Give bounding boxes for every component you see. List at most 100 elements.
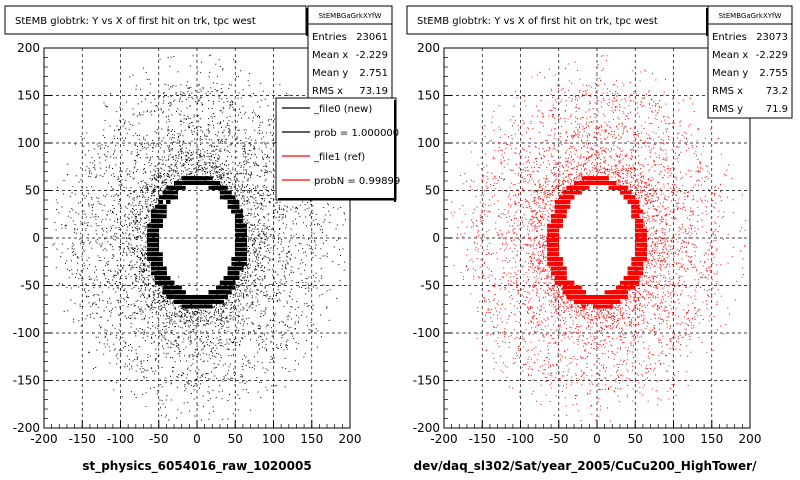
scatter-point [107, 339, 109, 341]
scatter-point [148, 266, 150, 268]
scatter-point [166, 276, 171, 280]
scatter-point [229, 288, 231, 290]
scatter-point [80, 223, 82, 225]
scatter-point [188, 93, 190, 95]
scatter-point [158, 271, 163, 276]
scatter-point [132, 226, 133, 228]
scatter-point [282, 321, 284, 323]
scatter-point [170, 399, 172, 401]
scatter-point [168, 109, 170, 111]
scatter-point [157, 317, 159, 319]
scatter-point [166, 195, 171, 200]
scatter-point [220, 315, 222, 317]
scatter-point [313, 286, 314, 288]
scatter-point [259, 106, 261, 108]
scatter-point [110, 315, 112, 317]
scatter-point [258, 247, 260, 249]
scatter-point [298, 249, 300, 251]
scatter-point [257, 277, 258, 279]
scatter-point [252, 120, 254, 122]
scatter-point [308, 245, 310, 247]
scatter-point [257, 299, 259, 301]
scatter-point [279, 228, 281, 229]
scatter-point [227, 200, 232, 204]
scatter-point [333, 246, 335, 248]
scatter-point [260, 270, 262, 271]
scatter-point [254, 154, 256, 156]
scatter-point [126, 224, 127, 225]
scatter-point [206, 341, 208, 343]
scatter-point [143, 164, 145, 165]
scatter-point [136, 151, 138, 153]
scatter-point [253, 162, 254, 164]
scatter-point [198, 160, 199, 162]
scatter-point [316, 237, 318, 239]
scatter-point [312, 220, 314, 222]
scatter-point [239, 214, 244, 219]
scatter-point [144, 146, 146, 148]
scatter-point [129, 222, 131, 224]
scatter-point [203, 324, 204, 326]
scatter-point [70, 260, 72, 262]
scatter-point [239, 161, 241, 163]
scatter-point [163, 169, 165, 171]
scatter-point [55, 229, 57, 231]
scatter-point [162, 209, 167, 214]
scatter-point [93, 160, 95, 162]
scatter-point [209, 345, 210, 347]
scatter-point [242, 276, 244, 278]
scatter-point [149, 83, 151, 85]
scatter-point [101, 144, 103, 146]
scatter-point [203, 315, 205, 317]
scatter-point [250, 176, 251, 178]
scatter-point [189, 354, 191, 356]
scatter-point [238, 330, 239, 332]
scatter-point [264, 347, 266, 349]
scatter-point [154, 280, 159, 285]
scatter-point [122, 305, 124, 306]
scatter-point [143, 185, 145, 187]
scatter-point [170, 285, 175, 290]
scatter-point [250, 213, 252, 215]
scatter-point [138, 138, 140, 140]
scatter-point [260, 238, 262, 239]
scatter-point [66, 286, 68, 288]
scatter-point [165, 308, 166, 310]
scatter-point [93, 287, 95, 289]
scatter-point [289, 291, 291, 293]
scatter-point [186, 320, 188, 322]
scatter-point [143, 333, 145, 335]
scatter-point [215, 356, 217, 358]
scatter-point [160, 167, 162, 169]
scatter-point [240, 279, 242, 281]
scatter-point [162, 195, 167, 200]
scatter-point [128, 304, 129, 305]
scatter-point [118, 269, 120, 271]
scatter-point [208, 418, 210, 420]
scatter-point [213, 306, 215, 308]
scatter-point [270, 188, 272, 190]
scatter-point [234, 299, 236, 301]
scatter-point [170, 280, 175, 285]
scatter-point [250, 214, 252, 216]
scatter-point [300, 273, 302, 275]
scatter-point [159, 172, 161, 174]
scatter-point [218, 309, 219, 311]
scatter-point [231, 355, 233, 357]
scatter-point [108, 287, 110, 289]
scatter-point [291, 306, 293, 308]
scatter-point [255, 305, 257, 307]
scatter-point [115, 291, 117, 293]
scatter-point [213, 127, 215, 129]
scatter-point [172, 136, 174, 138]
scatter-point [107, 281, 109, 283]
scatter-point [223, 285, 228, 290]
scatter-point [304, 209, 306, 211]
scatter-point [240, 142, 242, 144]
scatter-point [189, 105, 191, 107]
scatter-point [168, 115, 169, 117]
scatter-point [237, 97, 239, 99]
scatter-point [147, 184, 149, 185]
scatter-point [161, 156, 163, 158]
scatter-point [311, 231, 313, 233]
